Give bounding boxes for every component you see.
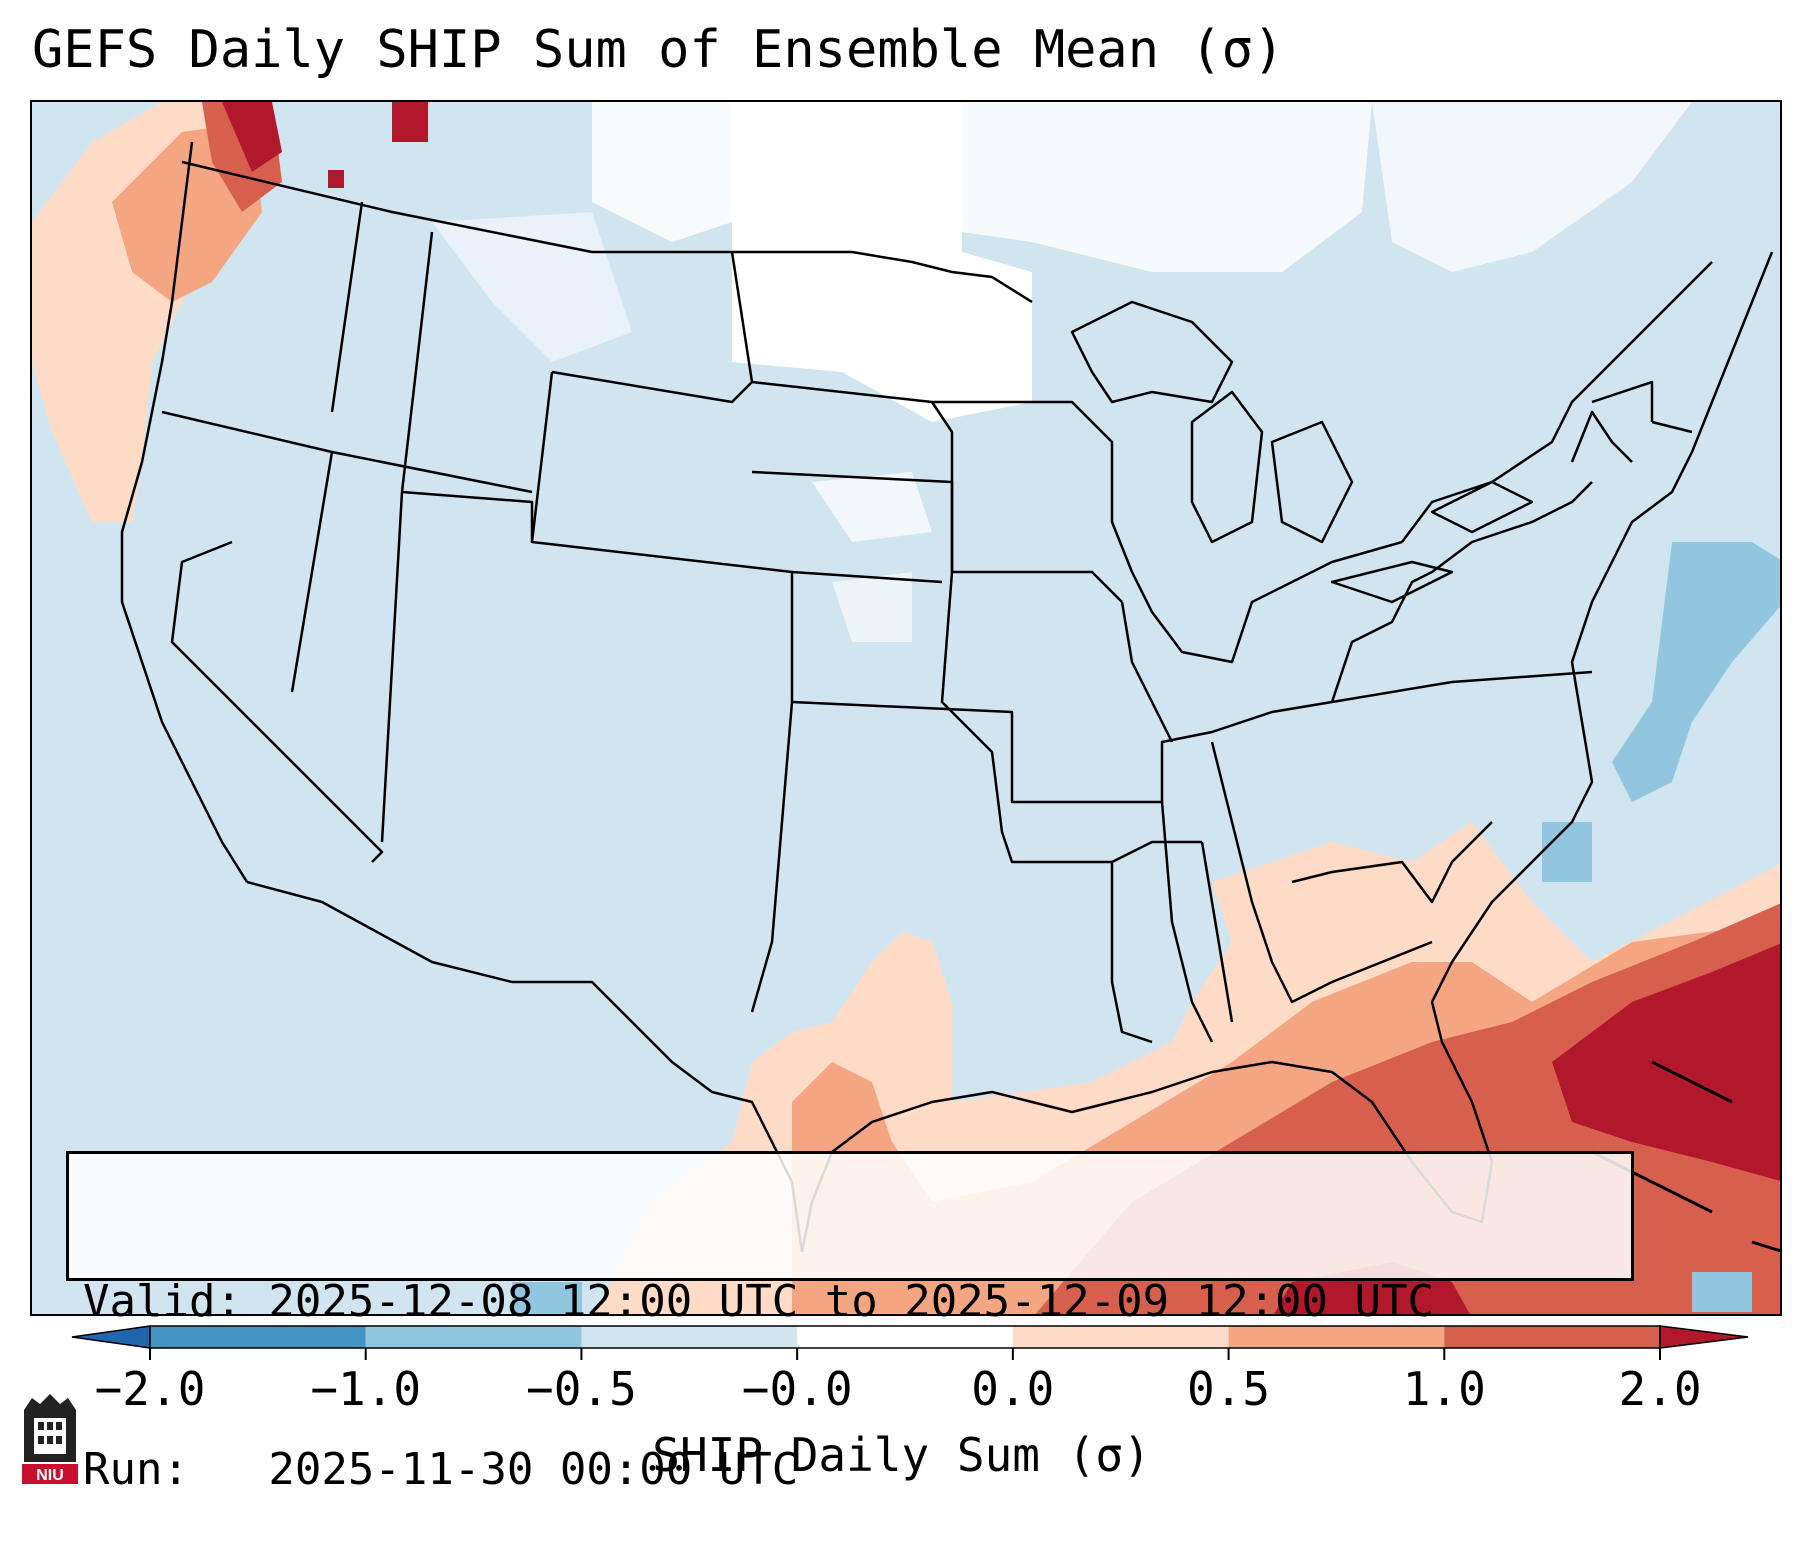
map-panel [30,100,1782,1316]
run-time-text: Run: 2025-11-30 00:00 UTC [83,1444,799,1495]
colorbar-segment [1444,1326,1660,1348]
colorbar-segment [1012,1326,1229,1348]
colorbar-segment [797,1326,1013,1348]
niu-logo: NIU [22,1394,78,1484]
colorbar-tick-label: −0.5 [526,1362,637,1416]
state-boundaries [120,141,1774,1253]
colorbar-segment [1228,1326,1445,1348]
weak-negative-spots [512,542,1780,1314]
colorbar-tick-label: −1.0 [310,1362,422,1416]
map-title: GEFS Daily SHIP Sum of Ensemble Mean (σ) [32,20,1285,80]
map-canvas [32,102,1780,1314]
colorbar-segments [71,1325,1749,1349]
colorbar-tick-label: −2.0 [94,1362,206,1416]
valid-run-box: Valid: 2025-12-08 12:00 UTC to 2025-12-0… [66,1151,1634,1495]
valid-time-text: Valid: 2025-12-08 12:00 UTC to 2025-12-0… [83,1276,1435,1327]
colorbar-extend-low [71,1325,151,1349]
colorbar-tick-label: 1.0 [1402,1362,1486,1416]
colorbar-ticks [149,1348,1661,1360]
colorbar-tick-label: 0.5 [1187,1362,1271,1416]
colorbar-segment [581,1326,798,1348]
colorbar-extend-high [1659,1325,1749,1349]
pacific-nw-anomaly [32,102,428,522]
logo-text: NIU [36,1467,64,1484]
colorbar [71,1325,1749,1360]
colorbar-tick-label: −0.0 [741,1362,853,1416]
colorbar-outline [149,1325,1661,1349]
colorbar-tick-label: 2.0 [1618,1362,1702,1416]
colorbar-tick-label: 0.0 [971,1362,1055,1416]
colorbar-segment [365,1326,582,1348]
colorbar-segment [150,1326,366,1348]
colorbar-label: SHIP Daily Sum (σ) [652,1428,1151,1482]
